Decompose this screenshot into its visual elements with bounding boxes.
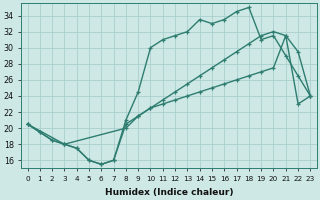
X-axis label: Humidex (Indice chaleur): Humidex (Indice chaleur) bbox=[105, 188, 233, 197]
